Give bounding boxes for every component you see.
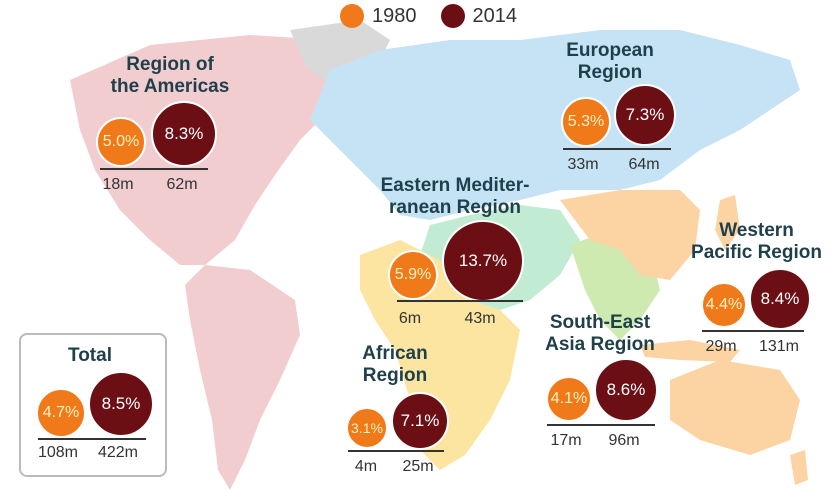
africa-1980-count: 4m (354, 458, 378, 475)
wpr-1980-circle: 4.4% (701, 282, 747, 328)
sea-1980-circle: 4.1% (546, 376, 592, 422)
emr-1980-circle: 5.9% (388, 250, 438, 300)
sea-title-line2: Asia Region (545, 334, 655, 355)
total-2014-circle: 8.5% (88, 371, 154, 437)
sea-2014-count: 96m (608, 432, 640, 449)
europe-2014-count: 64m (628, 156, 660, 173)
americas-2014-circle: 8.3% (151, 101, 217, 167)
legend-swatch-1980 (340, 4, 364, 28)
total-2014-count: 422m (97, 444, 139, 461)
americas-title: Region of the Americas (90, 54, 250, 98)
legend-item-1980: 1980 (340, 4, 417, 28)
china-shape (560, 190, 700, 280)
wpr-landmass (560, 190, 808, 485)
sea-title-line1: South-East (549, 312, 651, 333)
emr-title: Eastern Mediter- ranean Region (360, 175, 550, 219)
americas-title-line1: Region of (126, 54, 214, 75)
legend-label-1980: 1980 (372, 4, 417, 27)
emr-title-line2: ranean Region (389, 197, 521, 218)
new-zealand-shape (790, 450, 808, 485)
emr-rule (397, 300, 523, 302)
indonesia-shape (640, 340, 740, 362)
wpr-title-line1: Western (719, 220, 794, 241)
australia-shape (670, 360, 800, 455)
africa-title-line2: Region (362, 365, 428, 386)
americas-title-line2: the Americas (110, 76, 230, 97)
legend-item-2014: 2014 (440, 4, 518, 28)
africa-landmass (360, 240, 520, 470)
europe-title: European Region (540, 40, 680, 84)
africa-2014-count: 25m (402, 458, 434, 475)
europe-rule (563, 148, 671, 150)
wpr-title-line2: Pacific Region (691, 242, 822, 263)
wpr-1980-count: 29m (705, 338, 737, 355)
africa-title-line1: African (362, 343, 428, 364)
legend-swatch-2014 (440, 4, 465, 28)
emr-2014-count: 43m (464, 310, 496, 327)
sea-1980-count: 17m (550, 432, 582, 449)
south-america-shape (185, 265, 300, 490)
africa-1980-circle: 3.1% (346, 407, 388, 449)
legend-label-2014: 2014 (472, 4, 518, 27)
total-rule (38, 438, 146, 440)
emr-title-line1: Eastern Mediter- (380, 175, 530, 196)
wpr-2014-circle: 8.4% (749, 268, 811, 330)
legend: 1980 2014 (340, 4, 531, 28)
wpr-2014-count: 131m (758, 338, 800, 355)
europe-1980-count: 33m (567, 156, 599, 173)
americas-1980-count: 18m (102, 176, 134, 193)
wpr-rule (702, 330, 804, 332)
sea-title: South-East Asia Region (535, 312, 665, 356)
africa-title: African Region (340, 343, 450, 387)
europe-1980-circle: 5.3% (561, 97, 611, 147)
north-america-shape (70, 35, 360, 265)
total-1980-circle: 4.7% (36, 388, 86, 438)
total-title: Total (68, 345, 112, 366)
europe-landmass (310, 30, 800, 220)
americas-rule (100, 168, 208, 170)
europe-title-line1: European (566, 40, 654, 61)
sea-2014-circle: 8.6% (594, 358, 658, 422)
africa-2014-circle: 7.1% (391, 392, 449, 450)
europe-2014-circle: 7.3% (614, 84, 676, 146)
emr-2014-circle: 13.7% (442, 220, 524, 302)
wpr-title: Western Pacific Region (684, 220, 829, 264)
total-1980-count: 108m (37, 444, 79, 461)
japan-shape (715, 195, 740, 250)
americas-2014-count: 62m (166, 176, 198, 193)
europe-title-line2: Region (577, 62, 643, 83)
sea-rule (547, 424, 655, 426)
africa-rule (348, 450, 444, 452)
americas-landmass (70, 20, 390, 490)
americas-1980-circle: 5.0% (96, 117, 146, 167)
emr-1980-count: 6m (398, 310, 422, 327)
